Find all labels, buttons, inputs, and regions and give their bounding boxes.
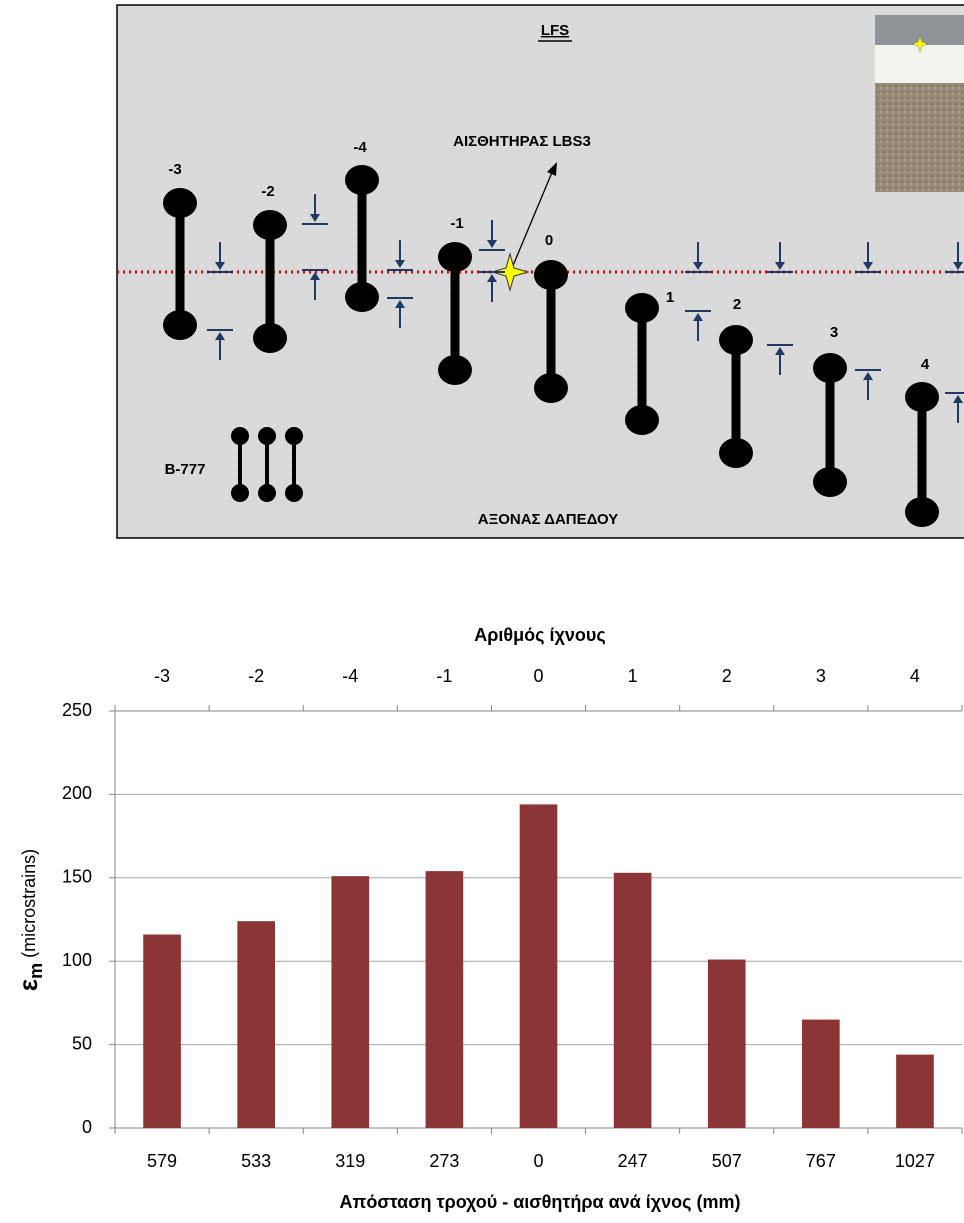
pass-label: 2	[733, 296, 741, 313]
pass-label: -4	[353, 139, 367, 156]
top-tick-label: -3	[154, 666, 170, 686]
y-label-subscript: m	[26, 963, 46, 979]
sensor-star	[490, 252, 530, 292]
pass-label: -1	[450, 215, 463, 232]
bar	[802, 1019, 840, 1128]
top-tick-label: 2	[722, 666, 732, 686]
bar	[425, 871, 464, 1128]
gear-wheel	[534, 260, 568, 290]
gear-wheel	[534, 373, 568, 403]
gear-wheel	[813, 353, 847, 383]
gear-wheel	[345, 165, 379, 195]
aircraft-label: B-777	[165, 461, 206, 478]
layer-base	[875, 45, 964, 83]
x-tick-label: 0	[533, 1151, 543, 1171]
bar	[707, 959, 746, 1128]
gear-wheel	[345, 282, 379, 312]
x-tick-label: 579	[147, 1151, 177, 1171]
gear-wheel	[625, 293, 659, 323]
gear-wheel	[719, 325, 753, 355]
bar	[896, 1054, 934, 1128]
y-axis-title: εm (microstrains)	[13, 849, 46, 991]
gap-arrow-head	[863, 372, 873, 380]
x-tick-label: 273	[429, 1151, 459, 1171]
gap-arrow-head	[395, 260, 405, 268]
sensor-pointer	[511, 169, 554, 269]
bar	[143, 934, 181, 1128]
bar	[331, 876, 370, 1128]
y-tick-label: 200	[62, 783, 92, 803]
sensor-label: ΑΙΣΘΗΤΗΡΑΣ LBS3	[453, 133, 591, 150]
pointer-head	[547, 162, 557, 176]
x-tick-label: 319	[335, 1151, 365, 1171]
bar	[613, 872, 652, 1128]
pass-label: -2	[261, 183, 274, 200]
top-tick-label: 1	[628, 666, 638, 686]
gap-arrow-head	[775, 347, 785, 355]
top-tick-label: -4	[342, 666, 358, 686]
sensor-icon	[911, 35, 929, 53]
top-tick-label: -2	[248, 666, 264, 686]
gap-arrow-head	[310, 214, 320, 222]
diagram-title: LFS	[541, 22, 569, 39]
gap-arrow-head	[863, 262, 873, 270]
gap-arrow-head	[953, 395, 963, 403]
gap-arrow-head	[487, 274, 497, 282]
top-tick-label: 3	[816, 666, 826, 686]
pass-label: 0	[545, 232, 553, 249]
gear-wheel	[813, 467, 847, 497]
gap-arrow-head	[953, 262, 963, 270]
gear-wheel	[438, 355, 472, 385]
y-label-unit: (microstrains)	[19, 849, 39, 958]
layer-subgrade	[875, 83, 964, 192]
gear-wheel	[905, 497, 939, 527]
top-tick-label: 4	[910, 666, 920, 686]
top-tick-label: -1	[436, 666, 452, 686]
y-label-symbol: ε	[13, 979, 43, 991]
gear-icon	[231, 427, 303, 502]
gear-wheel	[905, 382, 939, 412]
y-tick-label: 100	[62, 950, 92, 970]
gap-arrow-head	[487, 240, 497, 248]
gap-arrow-head	[395, 300, 405, 308]
pass-label: -3	[168, 161, 181, 178]
gap-arrow-head	[775, 262, 785, 270]
y-tick-label: 150	[62, 867, 92, 887]
bar	[519, 804, 558, 1128]
top-tick-label: 0	[533, 666, 543, 686]
gear-wheel	[253, 323, 287, 353]
x-tick-label: 767	[806, 1151, 836, 1171]
x-tick-label: 247	[618, 1151, 648, 1171]
gear-wheel	[625, 405, 659, 435]
gear-wheel	[163, 188, 197, 218]
diagram: LFS ΑΙΣΘΗΤΗΡΑΣ LBS3 B-777 ΑΞΟΝΑΣ ΔΑΠΕΔΟΥ…	[116, 4, 964, 539]
gear-wheel	[253, 210, 287, 240]
gear-wheel	[163, 310, 197, 340]
x-axis-title: Απόσταση τροχού - αισθητήρα ανά ίχνος (m…	[340, 1192, 741, 1212]
gear-wheel	[438, 242, 472, 272]
x-tick-label: 507	[712, 1151, 742, 1171]
gap-arrow-head	[215, 332, 225, 340]
top-axis-title: Αριθμός ίχνους	[474, 625, 605, 645]
gear-wheel	[719, 438, 753, 468]
axis-label: ΑΞΟΝΑΣ ΔΑΠΕΔΟΥ	[478, 511, 619, 528]
pass-label: 1	[666, 289, 674, 306]
pass-label: 3	[830, 324, 838, 341]
x-tick-label: 533	[241, 1151, 271, 1171]
y-tick-label: 250	[62, 700, 92, 720]
gap-arrow-head	[310, 272, 320, 280]
gap-arrow-head	[215, 262, 225, 270]
gap-arrow-head	[693, 313, 703, 321]
gap-arrow-head	[693, 262, 703, 270]
y-tick-label: 0	[82, 1117, 92, 1137]
x-tick-label: 1027	[895, 1151, 935, 1171]
bar	[237, 921, 275, 1128]
pass-label: 4	[921, 356, 930, 373]
y-tick-label: 50	[72, 1033, 92, 1053]
